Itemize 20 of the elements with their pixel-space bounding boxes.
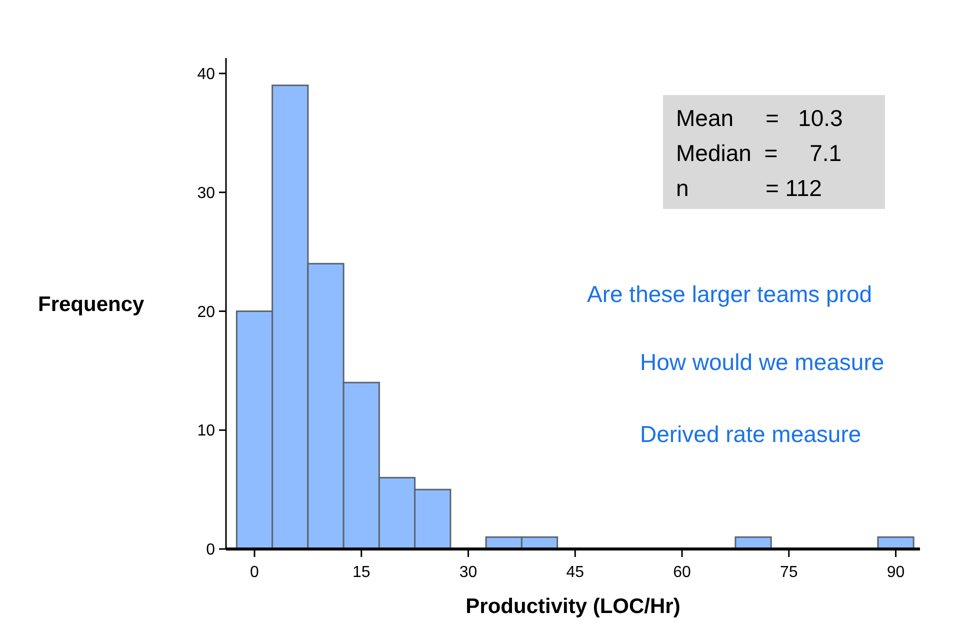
x-tick-label: 75 (780, 564, 798, 581)
x-axis-title: Productivity (LOC/Hr) (466, 595, 680, 618)
y-tick-label: 0 (206, 542, 216, 559)
y-tick-label: 40 (197, 66, 216, 84)
x-tick-label: 90 (886, 564, 905, 581)
x-tick-label: 0 (250, 564, 260, 581)
annotation: n = 112 (676, 175, 822, 201)
y-tick-label: 10 (197, 422, 216, 440)
annotation: Median = 7.1 (676, 140, 842, 166)
annotation: How would we measure (640, 349, 884, 375)
y-tick-label: 20 (197, 304, 216, 321)
y-axis-title: Frequency (38, 293, 145, 316)
annotation: Derived rate measure (640, 421, 862, 447)
x-tick-label: 15 (352, 564, 370, 581)
annotation: Are these larger teams prod (587, 281, 872, 307)
x-tick-label: 45 (566, 564, 584, 581)
x-tick-label: 60 (673, 564, 692, 581)
x-tick-label: 30 (459, 564, 478, 581)
annotation: Mean = 10.3 (676, 105, 843, 131)
y-tick-label: 30 (197, 184, 216, 202)
